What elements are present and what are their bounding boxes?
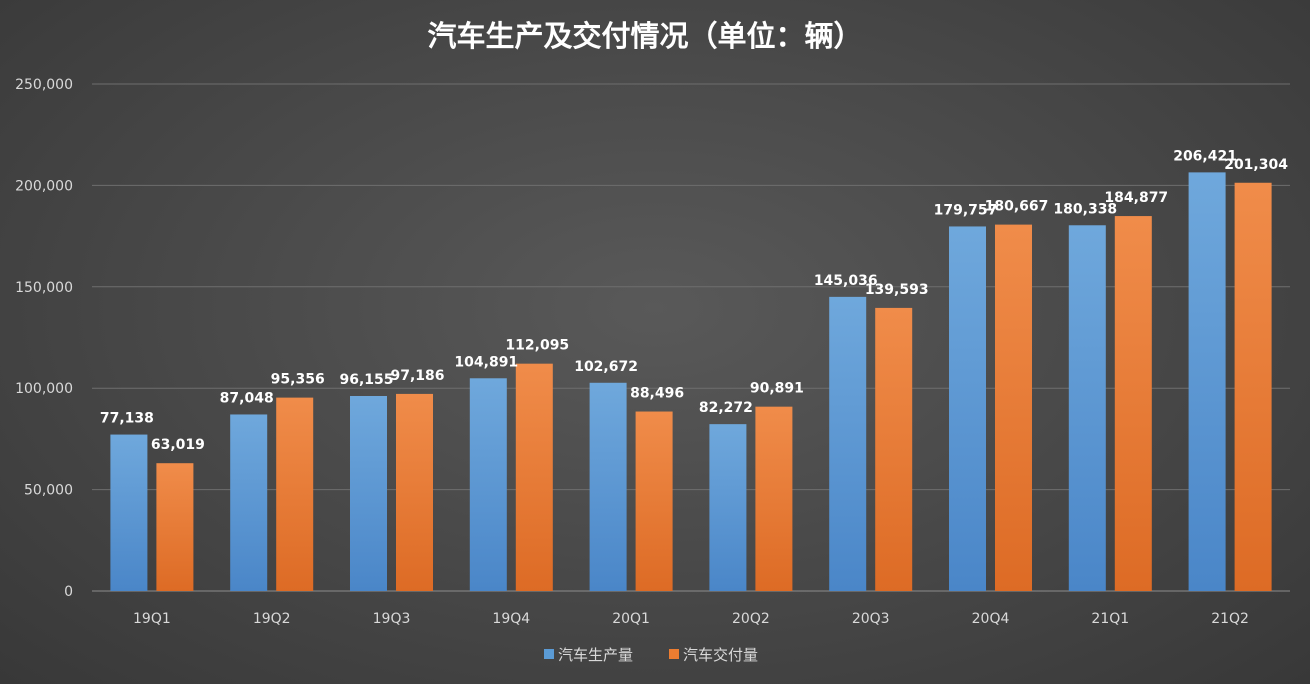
legend-swatch-delivery [669,649,679,659]
bar-production-20Q3 [829,296,867,591]
chart-title: 汽车生产及交付情况（单位：辆） [427,19,862,53]
bar-delivery-19Q2 [276,397,314,591]
data-label-production-21Q1: 180,338 [1053,201,1117,217]
data-label-production-20Q2: 82,272 [699,400,753,416]
x-tick-label: 19Q4 [492,611,530,627]
x-tick-label: 19Q1 [133,611,171,627]
legend-label-delivery: 汽车交付量 [683,646,758,664]
data-label-production-20Q4: 179,757 [934,202,998,218]
bar-production-21Q2 [1188,172,1226,591]
data-label-production-19Q2: 87,048 [220,390,274,406]
x-axis-ticks: 19Q1 19Q2 19Q3 19Q4 20Q1 20Q2 20Q3 20Q4 21Q1 21Q2 [133,611,1249,627]
data-label-production-21Q2: 206,421 [1173,148,1237,164]
bar-delivery-19Q3 [396,393,433,591]
data-label-delivery-19Q3: 97,186 [390,368,444,384]
data-label-delivery-20Q3: 139,593 [865,282,929,298]
data-label-delivery-20Q4: 180,667 [985,199,1049,215]
data-label-production-19Q1: 77,138 [100,411,154,427]
x-tick-label: 21Q2 [1211,611,1249,627]
bar-delivery-21Q1 [1114,216,1152,591]
x-tick-label: 20Q4 [972,611,1010,627]
bar-production-21Q1 [1068,225,1106,591]
bar-production-19Q4 [469,378,507,591]
bar-delivery-19Q4 [515,363,553,591]
data-label-production-19Q3: 96,155 [339,372,393,388]
data-label-delivery-21Q1: 184,877 [1104,190,1168,206]
data-label-delivery-19Q1: 63,019 [151,437,205,453]
bar-delivery-20Q1 [635,411,673,591]
bar-delivery-20Q3 [875,307,913,591]
legend-label-production: 汽车生产量 [558,646,633,664]
data-label-delivery-19Q4: 112,095 [505,338,569,354]
bar-production-20Q1 [589,382,627,591]
x-tick-label: 19Q2 [253,611,291,627]
bar-production-19Q3 [350,395,387,591]
x-tick-label: 20Q2 [732,611,770,627]
x-tick-label: 20Q3 [852,611,890,627]
bar-delivery-19Q1 [156,463,194,591]
bar-production-20Q2 [709,424,747,591]
data-label-delivery-20Q2: 90,891 [750,381,804,397]
bar-production-19Q2 [230,414,268,591]
bar-delivery-20Q2 [755,406,793,591]
y-tick-label: 250,000 [15,77,73,93]
bars [110,172,1272,591]
y-tick-label: 100,000 [15,381,73,397]
bar-delivery-20Q4 [995,224,1032,591]
data-label-production-19Q4: 104,891 [454,354,518,370]
legend-swatch-production [544,649,554,659]
data-label-production-20Q3: 145,036 [814,273,878,289]
data-label-delivery-20Q1: 88,496 [630,386,684,402]
data-label-delivery-21Q2: 201,304 [1224,157,1288,173]
bar-delivery-21Q2 [1234,182,1272,591]
bar-production-19Q1 [110,434,148,591]
y-tick-label: 50,000 [24,483,73,499]
data-label-delivery-19Q2: 95,356 [271,372,325,388]
y-tick-label: 0 [64,584,73,600]
gridlines [92,83,1290,592]
y-tick-label: 150,000 [15,280,73,296]
y-axis-ticks: 0 50,000 100,000 150,000 200,000 250,000 [15,77,73,600]
bar-production-20Q4 [949,226,986,591]
legend: 汽车生产量 汽车交付量 [544,646,758,664]
x-tick-label: 19Q3 [373,611,411,627]
x-tick-label: 20Q1 [612,611,650,627]
data-label-production-20Q1: 102,672 [574,359,638,375]
x-tick-label: 21Q1 [1091,611,1129,627]
y-tick-label: 200,000 [15,178,73,194]
